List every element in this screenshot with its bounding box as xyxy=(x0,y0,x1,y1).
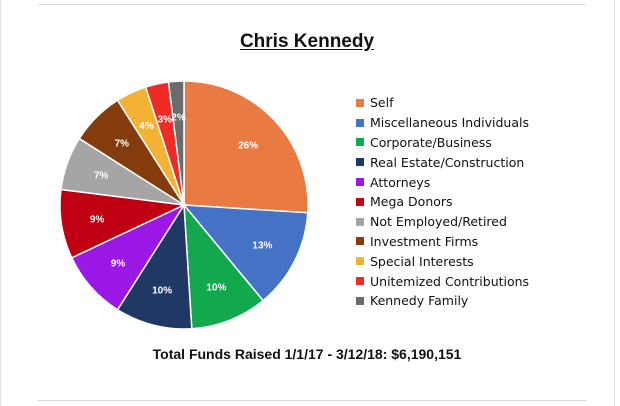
pie-slice-real-estate-construction xyxy=(116,202,193,330)
legend-item-unitemized-contributions: Unitemized Contributions xyxy=(356,271,529,291)
pie-slice-labels: 26% 13% 10% 10% 9% 9% 7% 7% 4% 3% 2% xyxy=(90,113,273,297)
slice-label-special-interests: 4% xyxy=(139,121,154,132)
legend-swatch xyxy=(356,98,364,107)
pie-slice-kennedy-family xyxy=(167,80,185,206)
legend-item-miscellaneous-individuals: Miscellaneous Individuals xyxy=(356,113,529,133)
pie-slices xyxy=(59,80,309,330)
slice-label-investment-firms: 7% xyxy=(115,138,130,149)
pie-slice-self xyxy=(183,80,309,214)
chart-title-container: Chris Kennedy xyxy=(0,31,614,53)
legend-label: Real Estate/Construction xyxy=(370,154,525,170)
legend-label: Unitemized Contributions xyxy=(370,273,530,289)
legend-swatch xyxy=(356,237,364,246)
legend-item-kennedy-family: Kennedy Family xyxy=(356,291,529,311)
legend-label: Miscellaneous Individuals xyxy=(370,115,529,131)
legend-label: Investment Firms xyxy=(370,233,479,249)
chart-title: Chris Kennedy xyxy=(239,31,375,52)
legend-item-mega-donors: Mega Donors xyxy=(356,192,529,212)
legend-item-real-estate-construction: Real Estate/Construction xyxy=(356,152,529,172)
legend-label: Mega Donors xyxy=(370,194,453,210)
page-right-border xyxy=(614,0,615,406)
legend-label: Not Employed/Retired xyxy=(370,214,507,230)
bottom-divider xyxy=(38,400,586,401)
legend-swatch xyxy=(356,138,364,147)
legend-label: Attorneys xyxy=(370,174,431,190)
legend-swatch xyxy=(356,197,364,206)
pie-slice-miscellaneous-individuals xyxy=(182,204,309,302)
chart-legend: Self Miscellaneous Individuals Corporate/B… xyxy=(356,93,529,311)
legend-item-self: Self xyxy=(356,93,529,113)
slice-label-not-employed-retired: 7% xyxy=(94,171,109,182)
legend-item-corporate-business: Corporate/Business xyxy=(356,133,529,153)
legend-swatch xyxy=(356,158,364,167)
slice-label-corporate-business: 10% xyxy=(206,282,226,293)
slice-label-real-estate-construction: 10% xyxy=(152,286,172,297)
legend-label: Special Interests xyxy=(370,253,474,269)
legend-label: Kennedy Family xyxy=(370,293,469,309)
page-left-border xyxy=(0,0,1,406)
slice-label-unitemized-contributions: 3% xyxy=(158,115,173,126)
slice-label-mega-donors: 9% xyxy=(90,214,105,225)
legend-item-special-interests: Special Interests xyxy=(356,251,529,271)
slice-label-miscellaneous-individuals: 13% xyxy=(252,241,272,252)
pie-slice-corporate-business xyxy=(183,202,265,330)
total-funds-footer: Total Funds Raised 1/1/17 - 3/12/18: $6,… xyxy=(152,346,462,362)
slice-label-attorneys: 9% xyxy=(111,259,126,270)
legend-swatch xyxy=(356,277,364,286)
legend-swatch xyxy=(356,118,364,127)
legend-swatch xyxy=(356,257,364,266)
legend-swatch xyxy=(356,296,364,305)
legend-label: Corporate/Business xyxy=(370,134,492,150)
legend-item-attorneys: Attorneys xyxy=(356,172,529,192)
legend-label: Self xyxy=(370,95,394,111)
legend-item-investment-firms: Investment Firms xyxy=(356,232,529,252)
legend-swatch xyxy=(356,178,364,187)
slice-label-kennedy-family: 2% xyxy=(171,113,186,124)
top-divider xyxy=(38,4,586,5)
legend-item-not-employed-retired: Not Employed/Retired xyxy=(356,212,529,232)
legend-swatch xyxy=(356,217,364,226)
slice-label-self: 26% xyxy=(238,140,258,151)
